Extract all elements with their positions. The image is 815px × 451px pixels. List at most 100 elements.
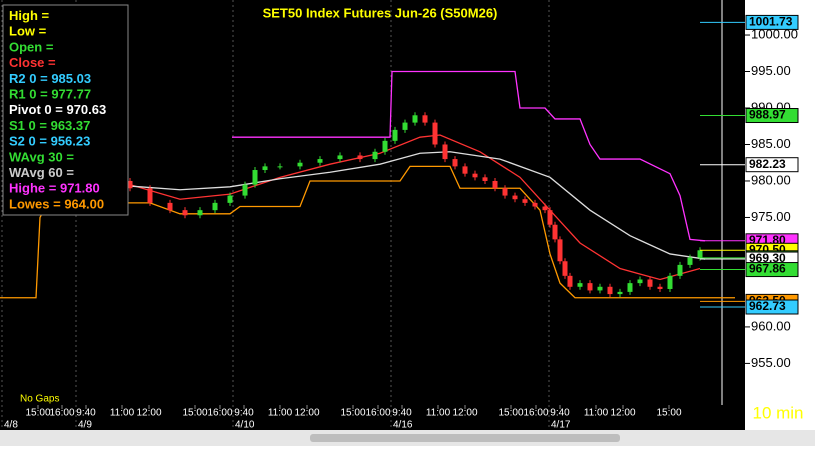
legend-sign: = — [53, 197, 61, 212]
date-label: 4/17 — [551, 420, 571, 431]
x-tick-label: 12:00 — [294, 408, 319, 419]
price-marker — [745, 108, 799, 124]
candle — [587, 283, 593, 291]
legend-sign: = — [48, 56, 56, 71]
candle — [227, 195, 233, 203]
legend-value: 977.77 — [51, 87, 91, 102]
price-marker-label: 969.30 — [749, 251, 786, 265]
candle — [597, 286, 603, 291]
price-marker-label: 962.73 — [749, 299, 786, 313]
x-tick-label: 16:00 — [49, 408, 74, 419]
legend-name: Open — [9, 40, 42, 55]
legend-value: 971.80 — [60, 181, 100, 196]
legend-value: 985.03 — [51, 71, 91, 86]
legend-entry: Highe = 971.80 — [9, 181, 100, 196]
scroll-thumb[interactable] — [310, 434, 620, 442]
x-tick-label: 15:00 — [182, 408, 207, 419]
x-tick-label: 11:00 — [584, 408, 609, 419]
x-tick-label: 12:00 — [452, 408, 477, 419]
candle — [552, 224, 558, 240]
candle — [337, 155, 343, 160]
candle — [577, 283, 583, 287]
date-label: 4/10 — [235, 420, 255, 431]
candle — [557, 239, 563, 262]
legend-entry: Close = — [9, 56, 56, 71]
legend-sign: = — [42, 8, 50, 23]
legend-entry: S2 0 = 956.23 — [9, 134, 90, 149]
legend-name: Low — [9, 24, 36, 39]
series-line — [79, 151, 706, 260]
date-label: 4/8 — [4, 420, 18, 431]
candle — [277, 166, 283, 168]
legend-sign: = — [46, 40, 54, 55]
x-tick-label: 16:00 — [207, 408, 232, 419]
candle — [647, 279, 653, 287]
legend-sign: = — [49, 181, 57, 196]
legend-entry: WAvg 60 = — [9, 165, 74, 180]
candle — [512, 195, 518, 200]
legend-entry: R1 0 = 977.77 — [9, 87, 91, 102]
candle — [382, 140, 388, 152]
y-tick-label: 960.00 — [751, 318, 791, 333]
y-tick-label: 1000.00 — [751, 26, 798, 41]
price-marker — [745, 262, 799, 278]
price-marker-label: 982.23 — [749, 157, 786, 171]
candle — [637, 279, 643, 284]
series-line — [79, 134, 701, 281]
legend-name: WAvg 30 — [9, 150, 63, 165]
legend-value: 970.63 — [66, 103, 106, 118]
candle — [357, 155, 363, 160]
legend-name: R1 0 — [9, 87, 36, 102]
candle — [687, 257, 693, 265]
candle — [627, 283, 633, 292]
legend-sign: = — [66, 165, 74, 180]
legend-value: 963.37 — [51, 118, 91, 133]
candle — [492, 180, 498, 189]
series-line — [232, 70, 706, 242]
candle — [422, 115, 428, 123]
candle — [502, 188, 508, 196]
date-label: 4/9 — [78, 420, 92, 431]
legend-name: Pivot 0 — [9, 103, 52, 118]
x-tick-label: 12:00 — [610, 408, 635, 419]
time-axis-bg — [0, 405, 745, 430]
candle — [212, 202, 218, 211]
candle — [147, 188, 153, 203]
legend-box — [2, 4, 129, 216]
interval: 10 min — [752, 403, 803, 422]
candle — [657, 286, 663, 289]
candle — [667, 275, 673, 289]
candle — [607, 286, 613, 295]
chart-title: SET50 Index Futures Jun-26 (S50M26) — [263, 5, 498, 20]
legend-sign: = — [66, 150, 74, 165]
legend-entry: S1 0 = 963.37 — [9, 118, 90, 133]
candle — [412, 115, 418, 123]
y-tick-label: 985.00 — [751, 136, 791, 151]
legend-sign: = — [40, 87, 48, 102]
x-tick-label: 12:00 — [136, 408, 161, 419]
price-marker — [745, 299, 799, 315]
x-tick-label: 11:00 — [268, 408, 293, 419]
axis-bg — [745, 0, 815, 430]
x-tick-label: 9:40 — [76, 408, 96, 419]
candle — [472, 173, 478, 178]
x-tick-label: 16:00 — [523, 408, 548, 419]
y-tick-label: 975.00 — [751, 209, 791, 224]
candle — [522, 199, 528, 203]
y-tick-label: 995.00 — [751, 63, 791, 78]
y-tick-label: 980.00 — [751, 172, 791, 187]
candle — [182, 210, 188, 216]
legend-entry: R2 0 = 985.03 — [9, 71, 91, 86]
x-tick-label: 15:00 — [340, 408, 365, 419]
legend-sign: = — [40, 71, 48, 86]
legend-name: High — [9, 8, 38, 23]
note: No Gaps — [20, 394, 59, 405]
candle — [452, 159, 458, 167]
candle — [127, 180, 133, 189]
candle — [262, 166, 268, 171]
candle — [567, 275, 573, 287]
price-marker-label: 988.97 — [749, 108, 786, 122]
legend-value: 964.00 — [64, 197, 104, 212]
